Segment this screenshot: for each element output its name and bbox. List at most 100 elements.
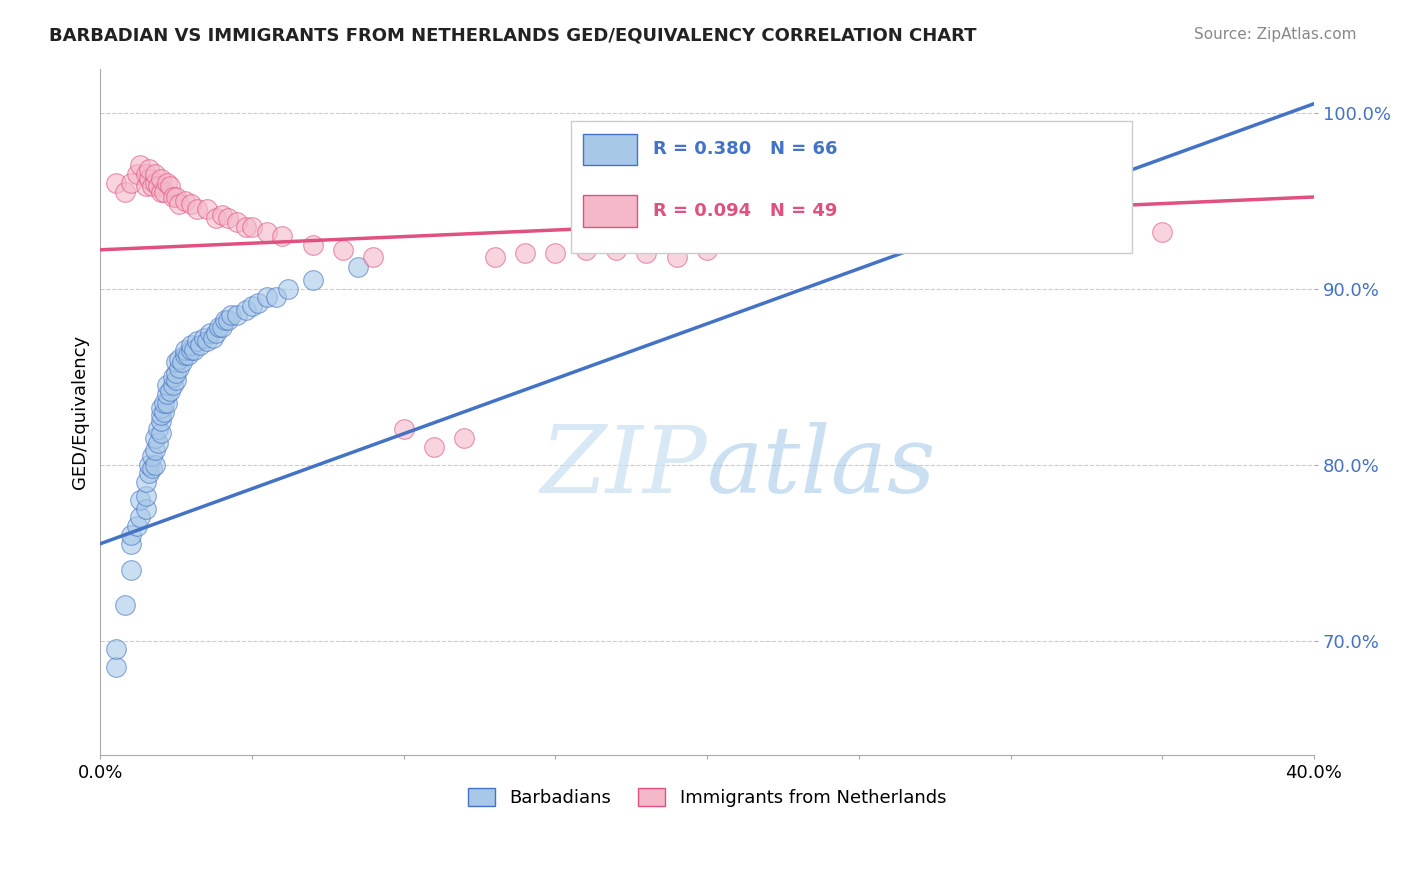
Point — [143, 431, 166, 445]
Point — [172, 355, 194, 369]
Point — [162, 369, 184, 384]
Text: Source: ZipAtlas.com: Source: ZipAtlas.com — [1194, 27, 1357, 42]
Point — [150, 425, 173, 440]
Point — [174, 343, 197, 358]
Point — [135, 501, 157, 516]
Point — [138, 467, 160, 481]
Text: ZIP: ZIP — [540, 422, 707, 512]
Point — [143, 458, 166, 472]
Point — [219, 308, 242, 322]
Point — [120, 563, 142, 577]
Point — [120, 537, 142, 551]
Point — [104, 642, 127, 657]
Point — [217, 211, 239, 226]
Point — [193, 331, 215, 345]
Point — [135, 475, 157, 489]
Point — [301, 237, 323, 252]
Point — [165, 190, 187, 204]
Point — [143, 176, 166, 190]
Point — [256, 225, 278, 239]
Point — [165, 373, 187, 387]
FancyBboxPatch shape — [582, 134, 637, 165]
Point — [605, 243, 627, 257]
Point — [135, 179, 157, 194]
Point — [198, 326, 221, 340]
Point — [104, 660, 127, 674]
Point — [153, 185, 176, 199]
Point — [190, 338, 212, 352]
Point — [150, 409, 173, 423]
Point — [544, 246, 567, 260]
Point — [174, 348, 197, 362]
Point — [201, 331, 224, 345]
Point — [177, 348, 200, 362]
Point — [180, 343, 202, 358]
Text: BARBADIAN VS IMMIGRANTS FROM NETHERLANDS GED/EQUIVALENCY CORRELATION CHART: BARBADIAN VS IMMIGRANTS FROM NETHERLANDS… — [49, 27, 977, 45]
Point — [240, 299, 263, 313]
Point — [225, 214, 247, 228]
Point — [167, 360, 190, 375]
Point — [153, 405, 176, 419]
Point — [138, 172, 160, 186]
Point — [484, 250, 506, 264]
Point — [211, 320, 233, 334]
Point — [104, 176, 127, 190]
FancyBboxPatch shape — [571, 121, 1132, 253]
Point — [392, 422, 415, 436]
Point — [128, 510, 150, 524]
Point — [186, 202, 208, 217]
Point — [143, 167, 166, 181]
Point — [120, 528, 142, 542]
Point — [125, 519, 148, 533]
Point — [146, 179, 169, 194]
Point — [214, 313, 236, 327]
Point — [235, 219, 257, 234]
Point — [453, 431, 475, 445]
Point — [575, 243, 598, 257]
Point — [696, 243, 718, 257]
Legend: Barbadians, Immigrants from Netherlands: Barbadians, Immigrants from Netherlands — [461, 780, 953, 814]
Point — [183, 343, 205, 358]
Point — [159, 384, 181, 398]
Point — [167, 197, 190, 211]
Point — [156, 378, 179, 392]
Point — [156, 387, 179, 401]
Point — [146, 422, 169, 436]
Point — [347, 260, 370, 275]
Point — [240, 219, 263, 234]
Point — [156, 396, 179, 410]
Point — [150, 401, 173, 416]
Point — [301, 273, 323, 287]
Text: R = 0.094   N = 49: R = 0.094 N = 49 — [652, 202, 837, 220]
Point — [125, 167, 148, 181]
Point — [247, 295, 270, 310]
Text: atlas: atlas — [707, 422, 936, 512]
Point — [141, 179, 163, 194]
Point — [1152, 225, 1174, 239]
Point — [180, 338, 202, 352]
Point — [211, 208, 233, 222]
Point — [141, 449, 163, 463]
Point — [665, 250, 688, 264]
Point — [135, 489, 157, 503]
Point — [167, 351, 190, 366]
Point — [513, 246, 536, 260]
Point — [150, 185, 173, 199]
Point — [162, 190, 184, 204]
Point — [162, 378, 184, 392]
Point — [150, 413, 173, 427]
Point — [204, 326, 226, 340]
Point — [423, 440, 446, 454]
Point — [128, 492, 150, 507]
Point — [150, 172, 173, 186]
Point — [225, 308, 247, 322]
Point — [363, 250, 385, 264]
Point — [114, 185, 136, 199]
Point — [1000, 228, 1022, 243]
Point — [277, 281, 299, 295]
Point — [235, 302, 257, 317]
Point — [141, 461, 163, 475]
Point — [138, 161, 160, 176]
Point — [195, 202, 218, 217]
Point — [195, 334, 218, 349]
